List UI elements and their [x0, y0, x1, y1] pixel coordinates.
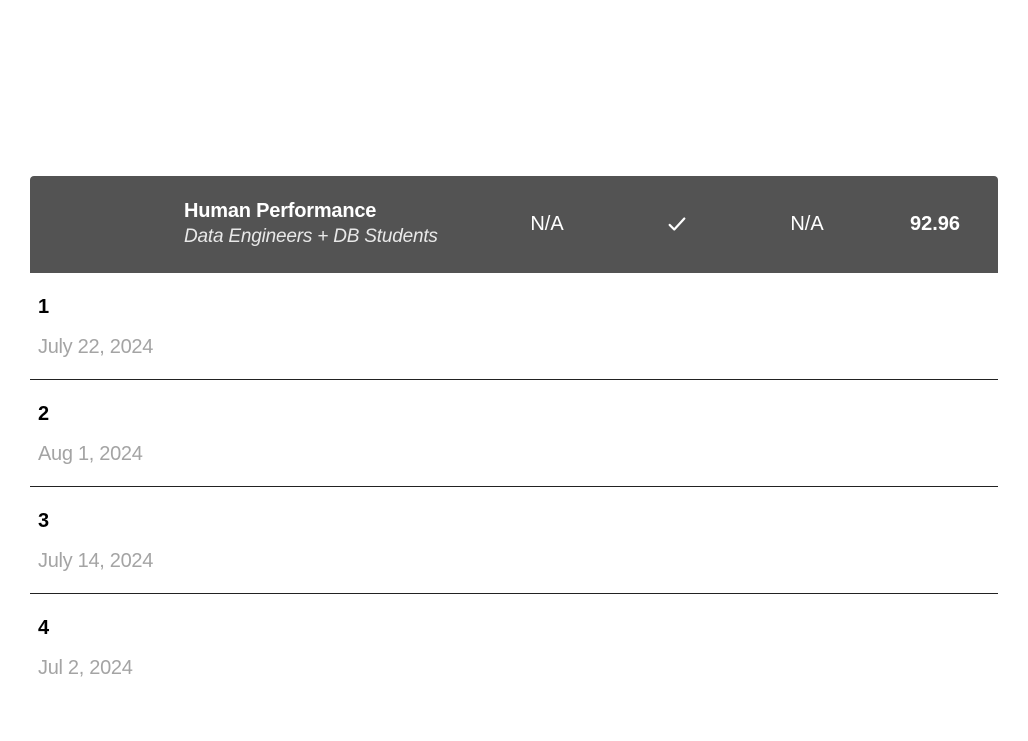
- entry-date: Aug 1, 2024: [38, 442, 998, 466]
- entry-rank: 1: [38, 295, 998, 319]
- leaderboard-entry[interactable]: 2 Aug 1, 2024: [30, 380, 998, 487]
- header-metric-3: N/A: [742, 213, 872, 236]
- check-icon: [666, 213, 688, 235]
- leaderboard-container: Human Performance Data Engineers + DB St…: [0, 0, 1028, 700]
- entry-date: July 14, 2024: [38, 549, 998, 573]
- header-subtitle: Data Engineers + DB Students: [184, 224, 482, 251]
- entry-date: Jul 2, 2024: [38, 656, 998, 680]
- header-metric-4: 92.96: [872, 213, 998, 236]
- entry-rank: 3: [38, 509, 998, 533]
- header-main: Human Performance Data Engineers + DB St…: [184, 198, 482, 251]
- leaderboard-entry[interactable]: 3 July 14, 2024: [30, 487, 998, 594]
- entry-rank: 4: [38, 616, 998, 640]
- entry-rank: 2: [38, 402, 998, 426]
- entry-date: July 22, 2024: [38, 335, 998, 359]
- leaderboard-entry[interactable]: 4 Jul 2, 2024: [30, 594, 998, 700]
- header-metric-1: N/A: [482, 213, 612, 236]
- leaderboard-entry[interactable]: 1 July 22, 2024: [30, 273, 998, 380]
- header-row: Human Performance Data Engineers + DB St…: [30, 176, 998, 273]
- header-title: Human Performance: [184, 198, 482, 224]
- header-metric-2: [612, 213, 742, 235]
